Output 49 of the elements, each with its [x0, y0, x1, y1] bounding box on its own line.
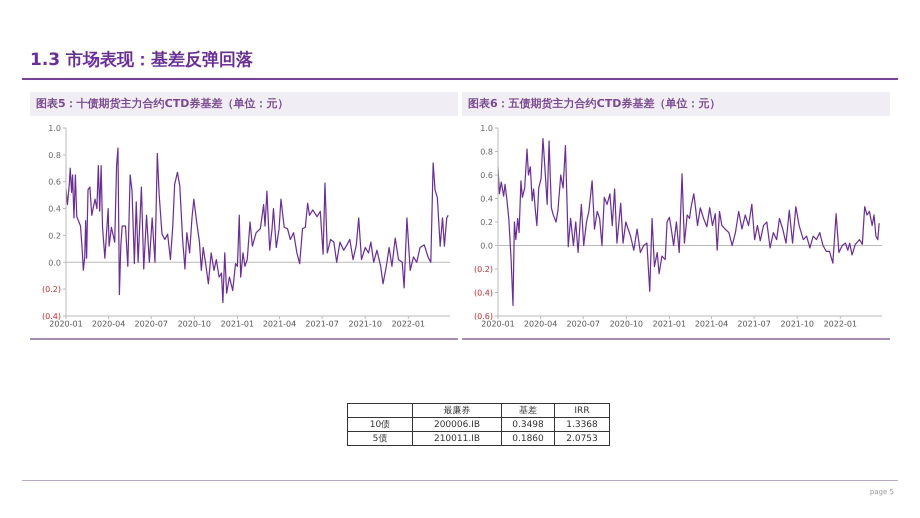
x-tick-label: 2020-10	[178, 320, 212, 329]
text: 210011.IB	[412, 432, 502, 446]
y-tick-label: (0.4)	[474, 288, 493, 298]
x-tick-label: 2022-01	[824, 320, 858, 329]
text: 0.1860	[502, 432, 554, 446]
y-tick-label: 0.0	[480, 242, 493, 250]
text: 1.3368	[554, 418, 610, 432]
chart-title: 图表6：五债期货主力合约CTD券基差（单位：元）	[462, 92, 890, 116]
y-tick-label: 0.6	[480, 171, 493, 180]
y-tick-label: 0.8	[480, 148, 493, 156]
x-tick-label: 2020-04	[92, 320, 126, 329]
text: 最廉券	[412, 404, 502, 418]
x-tick-label: 2020-10	[610, 320, 644, 329]
y-tick-label: (0.4)	[42, 312, 61, 321]
y-tick-label: 0.8	[48, 150, 61, 160]
x-tick-label: 2021-10	[780, 320, 814, 329]
text: 200006.IB	[412, 418, 502, 432]
x-tick-label: 2021-01	[652, 320, 686, 329]
y-tick-label: (0.6)	[474, 312, 493, 321]
y-tick-label: 1.0	[48, 124, 61, 133]
x-tick-label: 2020-04	[524, 320, 558, 329]
text: 2.0753	[554, 432, 610, 446]
text: IRR	[554, 404, 610, 418]
x-tick-label: 2021-07	[737, 320, 771, 329]
x-tick-label: 2020-07	[134, 320, 168, 329]
y-tick-label: 0.2	[480, 218, 493, 227]
x-tick-label: 2021-04	[262, 320, 296, 329]
x-tick-label: 2021-07	[305, 320, 339, 329]
x-tick-label: 2021-04	[694, 320, 728, 329]
text: 1.3 市场表现：基差反弹回落	[30, 49, 254, 71]
y-tick-label: 0.2	[48, 231, 61, 240]
y-tick-label: 0.0	[48, 258, 61, 268]
y-tick-label: 0.4	[480, 194, 493, 204]
x-tick-label: 2021-01	[220, 320, 254, 329]
y-tick-label: 0.4	[48, 204, 61, 214]
text: 10债	[348, 418, 412, 432]
y-tick-label: 1.0	[480, 124, 493, 133]
text: 5债	[348, 432, 412, 446]
text: 0.3498	[502, 418, 554, 432]
y-tick-label: 0.6	[48, 178, 61, 187]
x-tick-label: 2021-10	[348, 320, 382, 329]
y-tick-label: (0.2)	[42, 285, 61, 294]
text: 基差	[502, 404, 554, 418]
x-tick-label: 2020-01	[481, 320, 515, 329]
x-tick-label: 2020-07	[566, 320, 600, 329]
x-tick-label: 2022-01	[392, 320, 426, 329]
y-tick-label: (0.2)	[474, 265, 493, 274]
x-tick-label: 2020-01	[49, 320, 83, 329]
chart-title: 图表5：十债期货主力合约CTD券基差（单位：元）	[30, 92, 458, 116]
